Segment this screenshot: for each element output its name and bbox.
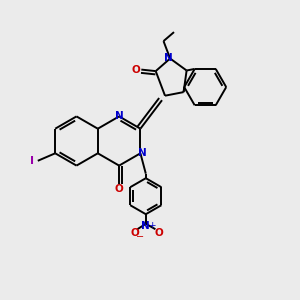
- Text: +: +: [148, 220, 156, 230]
- Text: O: O: [115, 184, 124, 194]
- Text: O: O: [154, 228, 163, 238]
- Text: N: N: [141, 221, 150, 231]
- Text: O: O: [131, 64, 140, 75]
- Text: N: N: [138, 148, 147, 158]
- Text: I: I: [30, 156, 34, 166]
- Text: N: N: [164, 53, 173, 64]
- Text: −: −: [136, 232, 144, 242]
- Text: O: O: [130, 228, 139, 238]
- Text: N: N: [115, 111, 124, 122]
